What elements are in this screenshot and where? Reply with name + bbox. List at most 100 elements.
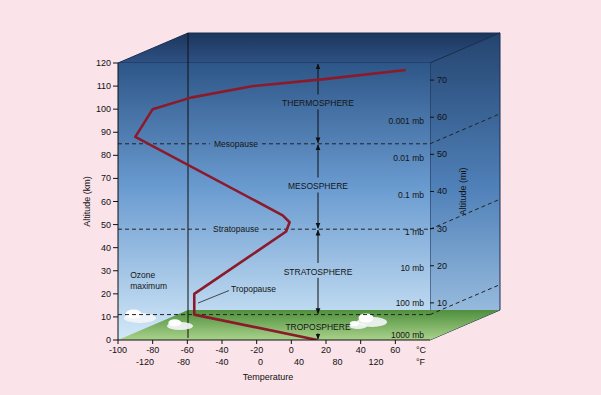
y2-tick [430,191,434,192]
y2-tick [430,265,434,266]
x2-tick-label: -40 [215,357,228,367]
y-tick [113,178,118,179]
layer-arrow [318,109,319,142]
y-tick [113,132,118,133]
pressure-label: 10 mb [400,263,424,273]
pressure-label: 1000 mb [391,330,424,340]
layer-name: MESOSPHERE [288,181,348,191]
pressure-label: 0.1 mb [398,190,424,200]
leader-line [198,291,229,304]
boundary-line [118,229,209,230]
y-tick [113,201,118,202]
boundary-label: Tropopause [231,284,276,294]
x-tick-label: -60 [181,345,194,355]
y-axis-title: Altitude (km) [82,176,92,227]
y-tick-label: 80 [101,150,111,160]
annotation-line: maximum [130,281,167,291]
y-tick [113,340,118,341]
x-tick-label: -40 [215,345,228,355]
boundary-line-side [430,285,500,315]
y-tick-label: 20 [101,289,111,299]
y-tick [113,293,118,294]
x-tick-label: -20 [250,345,263,355]
y-tick-label: 0 [106,335,111,345]
x-tick [187,340,188,344]
x-axis [118,340,430,341]
box-front [118,63,430,340]
y2-tick-label: 50 [437,149,447,159]
layer [318,333,319,339]
y2-axis-title: Altitude (mi) [458,167,468,215]
x2-tick-label: 40 [294,357,304,367]
plot-area [135,70,405,340]
cloud [126,310,142,319]
cloud [350,321,359,326]
x2-tick-label: 80 [333,357,343,367]
x-tick-label: 20 [321,345,331,355]
y-tick [113,270,118,271]
box-side [430,33,500,340]
y2-tick-label: 70 [437,75,447,85]
layer-name: STRATOSPHERE [284,267,353,277]
layer-arrow [318,145,319,178]
x-tick-label: 40 [356,345,366,355]
pressure-label: 0.001 mb [389,116,425,126]
x-tick [256,340,257,344]
x-tick [395,340,396,344]
layer-arrow [318,278,319,314]
y-tick-label: 100 [96,104,111,114]
x-tick [360,340,361,344]
boundary: Stratopause [118,199,500,234]
x-tick-label: 0 [289,345,294,355]
layer-arrow [318,333,319,339]
temperature-line [135,70,405,340]
x-tick [326,340,327,344]
boundary-line [118,314,430,315]
x-tick-label: 60 [390,345,400,355]
y2-tick-label: 60 [437,112,447,122]
y-tick [113,63,118,64]
y2-tick-label: 40 [437,186,447,196]
layer-arrow [318,230,319,263]
boundary: Tropopause [118,284,500,315]
y-tick-label: 90 [101,127,111,137]
x-axis-title: Temperature [243,372,294,382]
x-tick [152,340,153,344]
x2-unit: °F [416,357,426,367]
y2-tick-label: 20 [437,261,447,271]
layer-name: TROPOSPHERE [285,322,351,332]
x-tick-label: -100 [109,345,127,355]
y-tick-label: 70 [101,173,111,183]
x-tick [222,340,223,344]
y-tick-label: 30 [101,266,111,276]
y-tick [113,224,118,225]
y2-tick-label: 10 [437,298,447,308]
y2-tick [430,117,434,118]
y-tick [113,155,118,156]
ground [118,310,500,340]
y-tick-label: 50 [101,220,111,230]
y2-tick [430,228,434,229]
chart: TROPOSPHERESTRATOSPHEREMESOSPHERETHERMOS… [0,0,601,395]
y-tick-label: 40 [101,243,111,253]
boundary-label: Mesopause [214,139,258,149]
y-tick-label: 60 [101,197,111,207]
cloud [168,319,181,326]
pressure-label: 0.01 mb [393,153,424,163]
annotation: Ozonemaximum [130,270,167,291]
boundary-line [118,143,210,144]
x2-tick-label: 0 [258,357,263,367]
y-tick-label: 120 [96,58,111,68]
boundary-line [262,143,430,144]
y2-tick [430,80,434,81]
annotation-line: Ozone [130,270,155,280]
x-tick [291,340,292,344]
x-unit: °C [416,345,427,355]
y-tick [113,86,118,87]
x-tick [118,340,119,344]
y-tick-label: 10 [101,312,111,322]
x2-tick-label: -80 [177,357,190,367]
layer-arrow [318,192,319,228]
pressure-label: 1 mb [405,227,424,237]
y-tick [113,247,118,248]
